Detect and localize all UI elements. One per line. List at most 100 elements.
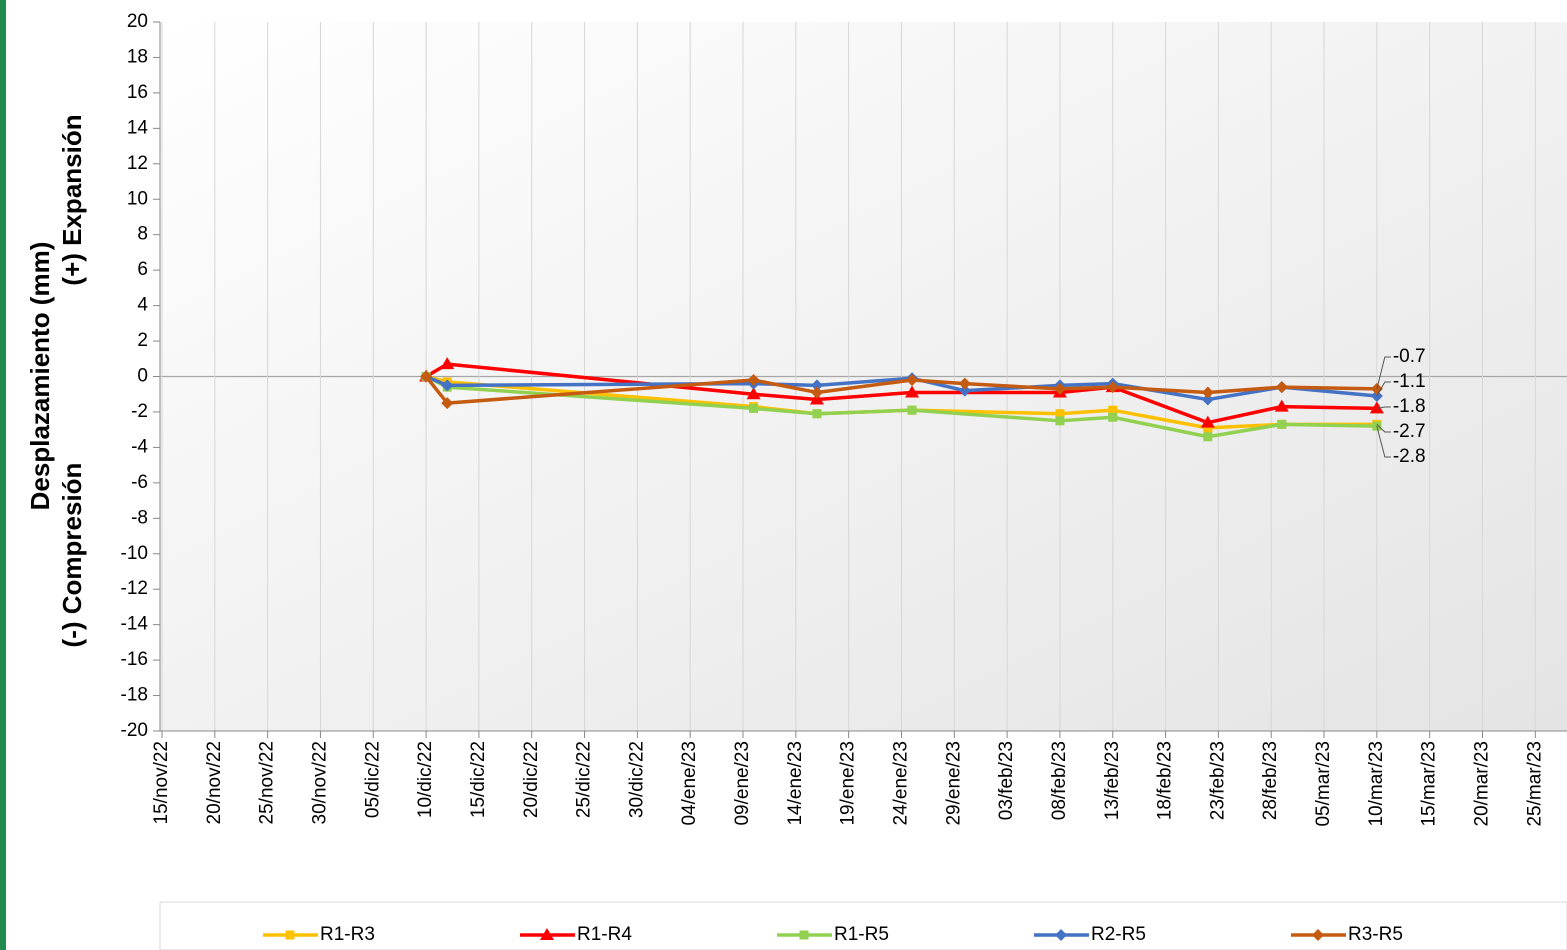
x-tick-label: 24/ene/23: [890, 741, 911, 826]
y-axis-title: Desplazamiento (mm): [25, 242, 55, 511]
marker: [1053, 382, 1066, 395]
x-tick-label: 30/nov/22: [309, 741, 330, 824]
y-tick-label: -16: [121, 649, 148, 670]
x-tick-label: 13/feb/23: [1102, 741, 1123, 820]
label-leader: [1376, 356, 1391, 390]
y-tick-label: -6: [131, 472, 148, 493]
marker: [1055, 416, 1065, 426]
marker: [1277, 419, 1287, 429]
y-axis-title-negative: (-) Compresión: [57, 463, 87, 648]
marker: [440, 357, 455, 370]
x-tick-label: 25/nov/22: [257, 741, 278, 824]
legend-label: R1-R3: [320, 924, 375, 945]
y-tick-label: 16: [127, 82, 148, 103]
marker: [441, 397, 454, 410]
marker: [906, 374, 919, 387]
marker: [749, 403, 759, 413]
data-label: -2.8: [1393, 446, 1426, 467]
y-tick-label: 6: [137, 259, 148, 280]
y-tick-label: -14: [121, 614, 149, 635]
y-tick-label: -12: [121, 578, 148, 599]
marker: [1108, 412, 1118, 422]
marker: [907, 405, 917, 415]
x-tick-label: 18/feb/23: [1155, 741, 1176, 820]
data-label: -1.8: [1393, 396, 1426, 417]
x-tick-label: 15/nov/22: [151, 741, 172, 824]
x-tick-label: 19/ene/23: [838, 741, 859, 826]
x-tick-label: 20/nov/22: [204, 741, 225, 824]
x-tick-label: 20/mar/23: [1472, 741, 1493, 827]
label-leader: [1376, 423, 1391, 433]
marker: [1108, 405, 1118, 415]
y-tick-label: 20: [127, 11, 148, 32]
y-tick-label: -10: [121, 543, 148, 564]
marker: [747, 374, 760, 387]
y-tick-label: 18: [127, 46, 148, 67]
marker: [1200, 415, 1215, 428]
label-leader: [1376, 406, 1391, 409]
y-tick-label: -4: [131, 436, 148, 457]
legend-label: R1-R4: [577, 924, 632, 945]
y-tick-label: -18: [121, 685, 148, 706]
x-tick-label: 28/feb/23: [1260, 741, 1281, 820]
marker: [1275, 381, 1288, 394]
x-tick-label: 29/ene/23: [943, 741, 964, 826]
x-tick-label: 05/dic/22: [362, 741, 383, 818]
x-tick-label: 04/ene/23: [679, 741, 700, 826]
legend-label: R2-R5: [1091, 924, 1146, 945]
series-line: [425, 374, 1377, 430]
y-tick-label: 14: [127, 117, 149, 138]
x-tick-label: 08/feb/23: [1049, 741, 1070, 820]
marker: [809, 392, 824, 405]
legend-marker: [540, 928, 554, 940]
x-tick-label: 23/feb/23: [1207, 741, 1228, 820]
y-axis-title-positive: (+) Expansión: [57, 114, 87, 285]
label-leader: [1376, 381, 1391, 397]
legend-marker: [1312, 929, 1324, 941]
marker: [1203, 423, 1213, 433]
x-tick-label: 25/mar/23: [1524, 741, 1545, 827]
y-tick-label: 0: [137, 366, 148, 387]
x-tick-label: 20/dic/22: [521, 741, 542, 818]
marker: [958, 384, 971, 397]
series-line: [425, 374, 1377, 439]
marker: [1203, 432, 1213, 442]
x-tick-label: 15/dic/22: [468, 741, 489, 818]
marker: [1274, 399, 1289, 412]
x-tick-label: 10/dic/22: [415, 741, 436, 818]
marker: [1106, 381, 1119, 394]
data-label: -0.7: [1393, 346, 1426, 367]
y-tick-label: -20: [121, 720, 148, 741]
marker: [746, 387, 761, 400]
x-tick-label: 03/feb/23: [996, 741, 1017, 820]
marker: [420, 370, 433, 383]
legend-label: R1-R5: [834, 924, 889, 945]
x-tick-label: 05/mar/23: [1313, 741, 1334, 827]
x-tick-label: 09/ene/23: [732, 741, 753, 826]
label-leader: [1376, 426, 1391, 458]
marker: [905, 385, 920, 398]
data-label: -2.7: [1393, 421, 1426, 442]
x-tick-label: 14/ene/23: [785, 741, 806, 826]
legend-label: R3-R5: [1348, 924, 1403, 945]
x-tick-label: 30/dic/22: [626, 741, 647, 818]
data-label: -1.1: [1393, 371, 1426, 392]
marker: [441, 379, 454, 392]
y-tick-label: 12: [127, 153, 148, 174]
y-tick-label: 10: [127, 188, 148, 209]
legend-box: [159, 901, 1567, 950]
x-tick-label: 10/mar/23: [1366, 741, 1387, 827]
legend-marker: [285, 930, 295, 940]
series-line: [425, 362, 1377, 425]
y-tick-label: 4: [137, 295, 148, 316]
marker: [812, 409, 822, 419]
x-tick-label: 15/mar/23: [1419, 741, 1440, 827]
y-tick-label: 2: [137, 330, 148, 351]
y-tick-label: 8: [137, 224, 148, 245]
y-tick-label: -2: [131, 401, 148, 422]
legend-marker: [1055, 929, 1067, 941]
legend-marker: [799, 930, 809, 940]
marker: [810, 386, 823, 399]
marker: [1055, 409, 1065, 419]
